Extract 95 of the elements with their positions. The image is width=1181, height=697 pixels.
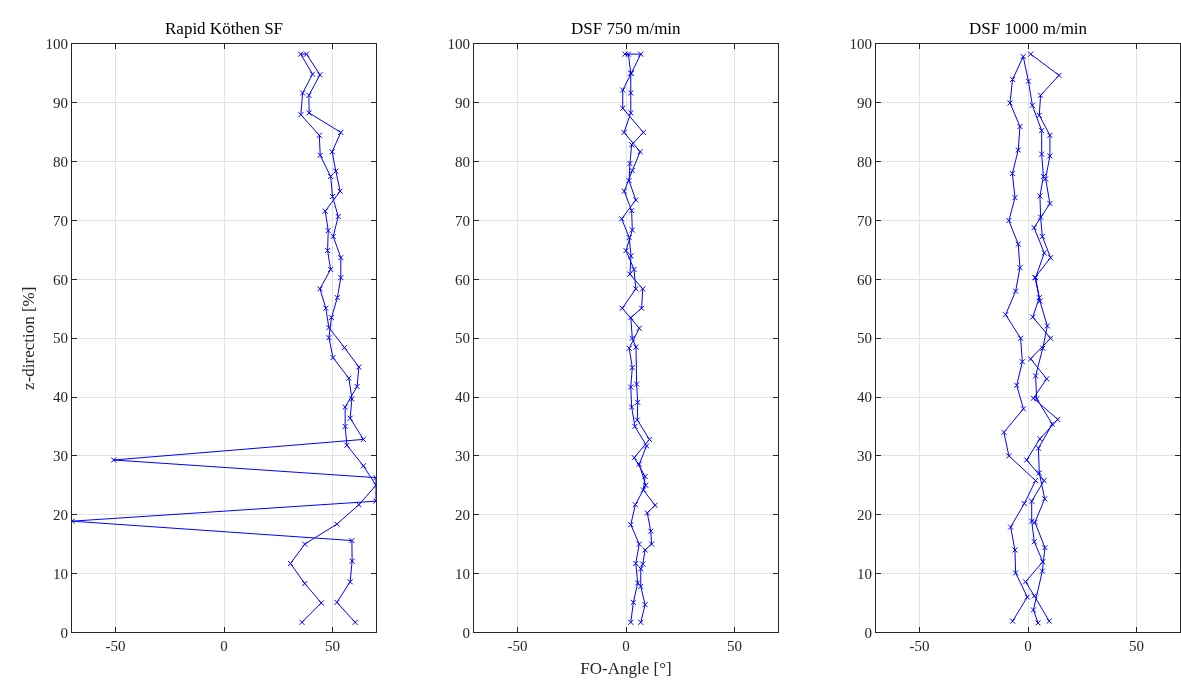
- point: [342, 404, 349, 411]
- y-tick-label: 70: [53, 212, 68, 229]
- y-tick-label: 40: [53, 389, 68, 406]
- y-tick-label: 0: [864, 624, 872, 641]
- point: [322, 208, 329, 215]
- point: [347, 578, 354, 585]
- x-tick-label: 0: [622, 638, 630, 655]
- y-tick-label: 60: [455, 271, 470, 288]
- y-tick-label: 60: [857, 271, 872, 288]
- point: [333, 521, 340, 528]
- y-tick-label: 10: [455, 565, 470, 582]
- y-tick-label: 80: [455, 154, 470, 171]
- point: [355, 501, 362, 508]
- point: [324, 247, 331, 254]
- chart-title: DSF 1000 m/min: [969, 19, 1088, 38]
- point: [316, 285, 323, 292]
- y-tick-label: 80: [53, 154, 68, 171]
- y-tick-label: 60: [53, 271, 68, 288]
- y-tick-label: 100: [849, 36, 872, 53]
- point: [337, 188, 344, 195]
- point: [325, 227, 332, 234]
- point: [325, 324, 332, 331]
- point: [348, 395, 355, 402]
- y-tick-label: 20: [857, 506, 872, 523]
- point: [306, 109, 313, 116]
- point: [330, 233, 337, 240]
- y-tick-label: 90: [53, 95, 68, 112]
- point: [325, 334, 332, 341]
- y-tick-label: 40: [857, 389, 872, 406]
- y-tick-label: 0: [462, 624, 470, 641]
- y-tick-label: 30: [857, 448, 872, 465]
- y-tick-label: 30: [53, 448, 68, 465]
- point: [322, 305, 329, 312]
- point: [329, 193, 336, 200]
- x-axis-title: FO-Angle [°]: [580, 658, 672, 678]
- point: [334, 294, 341, 301]
- point: [342, 423, 349, 430]
- point: [333, 599, 340, 606]
- point: [327, 266, 334, 273]
- y-tick-label: 0: [60, 624, 68, 641]
- y-axis-title: z-direction [%]: [19, 286, 39, 390]
- point: [337, 254, 344, 261]
- y-tick-label: 50: [53, 330, 68, 347]
- x-tick-label: 50: [727, 638, 743, 655]
- y-tick-label: 20: [53, 506, 68, 523]
- point: [301, 541, 308, 548]
- x-tick-label: -50: [507, 638, 528, 655]
- point: [349, 558, 356, 565]
- point: [110, 456, 117, 463]
- y-tick-label: 10: [857, 565, 872, 582]
- y-tick-label: 10: [53, 565, 68, 582]
- point: [343, 442, 350, 449]
- point: [317, 152, 324, 159]
- y-tick-label: 30: [455, 448, 470, 465]
- x-tick-label: -50: [909, 638, 930, 655]
- point: [316, 132, 323, 139]
- y-tick-label: 70: [455, 212, 470, 229]
- x-tick-label: -50: [105, 638, 126, 655]
- point: [330, 354, 337, 361]
- point: [360, 462, 367, 469]
- point: [341, 344, 348, 351]
- point: [352, 619, 359, 626]
- point: [360, 436, 367, 443]
- point: [301, 580, 308, 587]
- point: [347, 415, 354, 422]
- x-tick-label: 0: [1024, 638, 1032, 655]
- y-tick-label: 90: [455, 95, 470, 112]
- point: [355, 364, 362, 371]
- point: [335, 213, 342, 220]
- point: [318, 599, 325, 606]
- point: [327, 173, 334, 180]
- y-tick-label: 40: [455, 389, 470, 406]
- y-tick-label: 100: [45, 36, 68, 53]
- y-tick-label: 20: [455, 506, 470, 523]
- chart-title: DSF 750 m/min: [571, 19, 682, 38]
- y-tick-label: 90: [857, 95, 872, 112]
- y-tick-label: 80: [857, 154, 872, 171]
- point: [298, 619, 305, 626]
- point: [348, 537, 355, 544]
- point: [354, 383, 361, 390]
- y-tick-label: 50: [857, 330, 872, 347]
- point: [329, 148, 336, 155]
- chart-title: Rapid Köthen SF: [165, 19, 284, 38]
- point: [337, 274, 344, 281]
- x-tick-label: 50: [1129, 638, 1145, 655]
- y-tick-label: 100: [447, 36, 470, 53]
- x-tick-label: 50: [325, 638, 341, 655]
- y-tick-label: 50: [455, 330, 470, 347]
- point: [297, 111, 304, 118]
- point: [328, 314, 335, 321]
- y-tick-label: 70: [857, 212, 872, 229]
- x-tick-label: 0: [220, 638, 228, 655]
- point: [337, 129, 344, 136]
- point: [332, 168, 339, 175]
- point: [345, 375, 352, 382]
